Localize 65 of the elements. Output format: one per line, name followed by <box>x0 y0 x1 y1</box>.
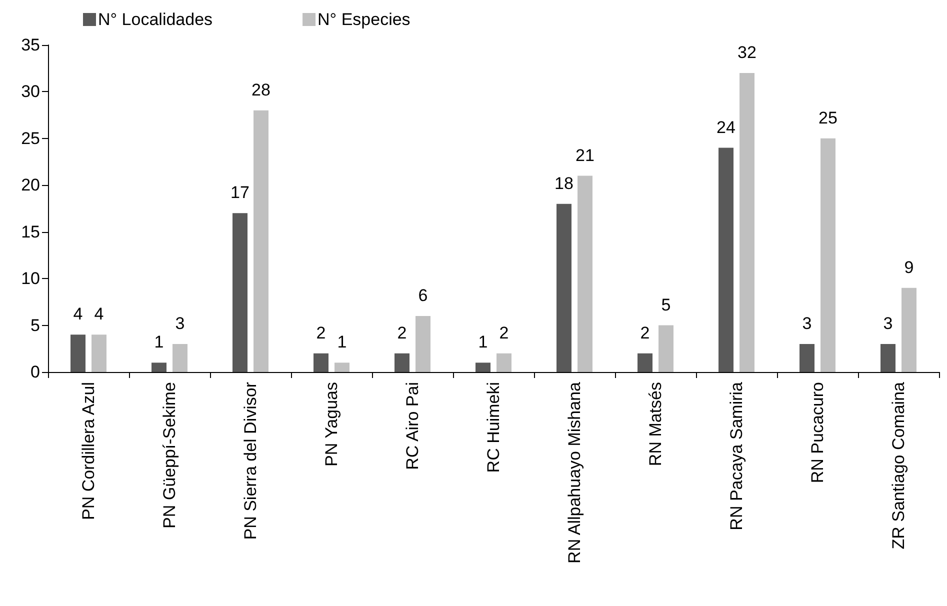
data-label: 1 <box>337 332 347 352</box>
bar <box>70 334 86 372</box>
bar <box>476 362 490 372</box>
x-tick-label: PN Sierra del Divisor <box>241 382 260 540</box>
bar <box>496 353 512 372</box>
bar <box>718 148 734 372</box>
y-tick-label: 10 <box>21 269 40 288</box>
data-label: 2 <box>397 323 407 342</box>
bar <box>416 316 430 372</box>
bar <box>800 344 814 372</box>
data-label: 9 <box>904 258 914 277</box>
x-tick-label: RC Airo Pai <box>403 382 422 470</box>
bar <box>172 344 188 372</box>
bar <box>820 138 836 372</box>
bar <box>152 362 166 372</box>
x-tick-label: RC Huimeki <box>484 382 503 473</box>
data-label: 6 <box>418 286 428 305</box>
data-label: 2 <box>316 323 326 342</box>
data-label: 3 <box>175 314 185 333</box>
data-label: 3 <box>883 314 893 333</box>
bar <box>232 213 248 372</box>
data-label: 17 <box>230 183 250 202</box>
bar <box>314 353 328 372</box>
x-tick-label: RN Matsés <box>646 382 665 466</box>
data-label: 24 <box>716 118 736 137</box>
bar <box>740 73 754 372</box>
bar <box>254 110 268 372</box>
y-tick-label: 5 <box>30 316 40 335</box>
data-label: 2 <box>640 323 650 342</box>
data-label: 4 <box>94 304 104 324</box>
bar <box>334 362 350 372</box>
y-tick-label: 20 <box>21 176 40 195</box>
x-tick-label: PN Güeppí-Sekime <box>160 382 179 528</box>
bar <box>394 353 410 372</box>
bar <box>578 176 592 372</box>
bar <box>638 353 652 372</box>
data-label: 18 <box>554 174 574 193</box>
data-label: 1 <box>154 332 164 352</box>
legend-label: N° Localidades <box>98 10 213 29</box>
x-tick-label: ZR Santiago Comaina <box>889 381 908 550</box>
y-tick-label: 0 <box>30 362 40 382</box>
y-tick-label: 30 <box>21 82 40 102</box>
legend-label: N° Especies <box>318 10 410 29</box>
x-tick-label: RN Allpahuayo Mishana <box>565 381 584 564</box>
data-label: 21 <box>576 146 594 165</box>
y-tick-label: 15 <box>21 222 40 242</box>
data-label: 25 <box>818 108 838 128</box>
y-tick-label: 35 <box>21 36 40 54</box>
data-label: 32 <box>738 43 756 62</box>
x-tick-label: RN Pacaya Samiria <box>727 381 746 530</box>
y-tick-label: 25 <box>21 128 40 148</box>
data-label: 28 <box>252 80 270 100</box>
data-label: 5 <box>661 295 671 314</box>
data-label: 2 <box>499 323 509 342</box>
data-label: 3 <box>802 314 812 333</box>
bar <box>880 344 896 372</box>
bar <box>92 334 106 372</box>
data-label: 4 <box>73 304 83 324</box>
x-tick-label: PN Yaguas <box>322 382 341 466</box>
bar <box>658 325 674 372</box>
data-label: 1 <box>478 332 488 352</box>
x-tick-label: PN Cordillera Azul <box>79 382 98 520</box>
x-tick-label: RN Pucacuro <box>808 382 827 484</box>
bar <box>902 288 916 372</box>
bar <box>556 204 572 372</box>
